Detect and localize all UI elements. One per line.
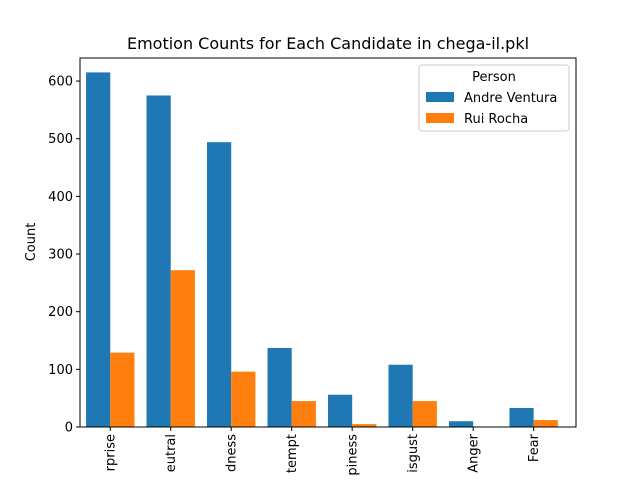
y-tick-label-5: 500 [48,132,73,147]
y-tick-label-2: 200 [48,305,73,320]
bar-series1-6 [448,421,474,427]
legend-title: Person [472,70,516,85]
legend-label-1: Rui Rocha [464,112,528,127]
x-tick-label-0: rprise [104,434,119,471]
legend-swatch-0 [426,92,454,102]
bar-series2-2 [231,371,256,427]
x-tick-label-5: isgust [406,434,421,473]
chart-title: Emotion Counts for Each Candidate in che… [127,34,529,53]
y-tick-label-4: 400 [48,190,73,205]
legend-label-0: Andre Ventura [464,91,557,106]
legend-box [418,64,570,132]
legend-swatch-1 [426,113,454,123]
bar-series2-1 [170,270,195,427]
bars-group [86,72,558,427]
y-tick-label-0: 0 [65,421,73,436]
bar-series2-3 [291,401,316,427]
bar-series1-1 [146,95,171,427]
y-tick-label-1: 100 [48,363,73,378]
bar-series1-4 [328,394,353,427]
x-tick-label-4: piness [346,434,361,476]
bar-series1-0 [86,72,111,427]
bar-series2-7 [533,420,558,427]
bar-series2-0 [110,352,135,427]
y-axis-label: Count [24,223,39,262]
x-axis: rprise eutral dness tempt piness isgust Anger F… [104,427,542,476]
x-tick-label-6: Anger [467,433,482,472]
x-tick-label-3: tempt [285,434,300,473]
x-tick-label-1: eutral [164,434,179,472]
y-tick-label-6: 600 [48,75,73,90]
bar-series1-5 [388,364,413,427]
bar-series1-2 [207,142,232,427]
x-tick-label-2: dness [225,434,240,472]
bar-series2-5 [412,401,437,427]
bar-series1-3 [267,348,292,427]
plot-frame [79,57,577,428]
bar-series2-4 [352,424,377,427]
x-tick-label-7: Fear [527,433,542,462]
y-axis: 0 100 200 300 400 500 600 [48,75,80,436]
legend: Person Andre Ventura Rui Rocha [418,64,570,132]
bar-series1-7 [509,407,534,427]
y-tick-label-3: 300 [48,248,73,263]
